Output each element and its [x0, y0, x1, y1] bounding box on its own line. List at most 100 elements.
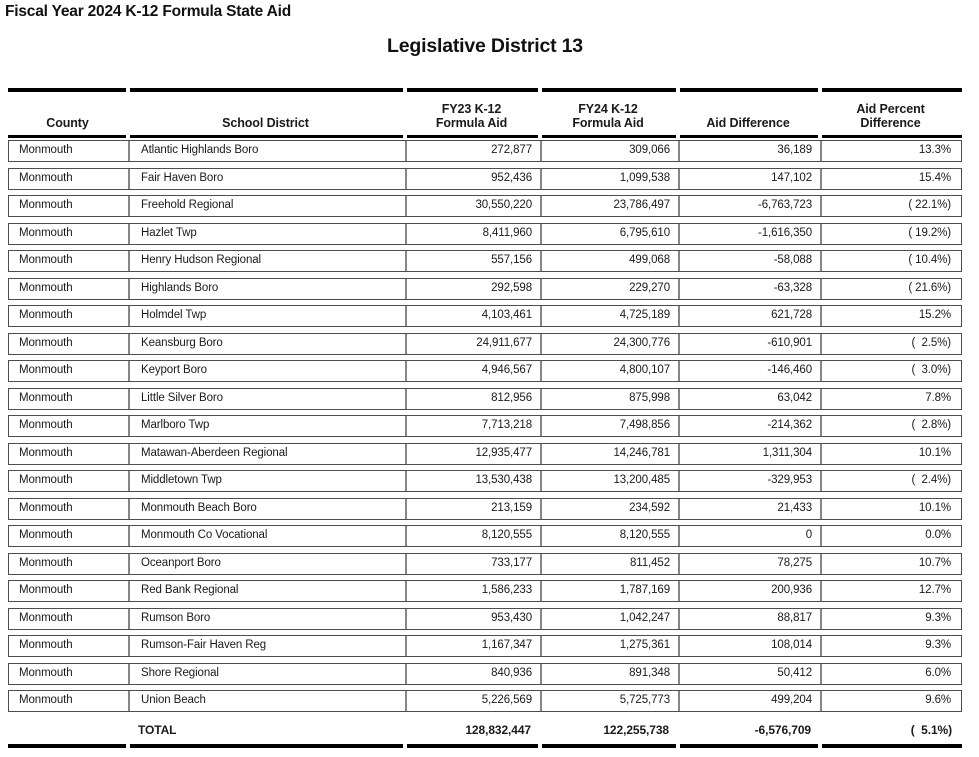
fy23-aid-cell: 733,177 — [405, 553, 540, 574]
fy23-aid-cell: 213,159 — [405, 498, 540, 519]
table-row: Monmouth Highlands Boro 292,598 229,270 -63,… — [8, 277, 962, 300]
state-aid-table: County School District FY23 K-12 Formula… — [8, 88, 962, 748]
aid-percent-cell: 13.3% — [820, 141, 961, 161]
aid-percent-cell: ( 19.2%) — [820, 223, 961, 244]
aid-difference-cell: -329,953 — [678, 471, 820, 491]
district-cell: Marlboro Twp — [128, 416, 405, 436]
aid-difference-cell: 147,102 — [678, 168, 820, 189]
aid-difference-cell: 499,204 — [678, 691, 820, 711]
table-row: Monmouth Rumson Boro 953,430 1,042,247 88,81… — [8, 607, 962, 630]
fy24-aid-cell: 891,348 — [540, 663, 678, 684]
header-county: County — [46, 115, 89, 130]
fy23-aid-cell: 12,935,477 — [405, 443, 540, 464]
table-row: Monmouth Middletown Twp 13,530,438 13,200,4… — [8, 470, 962, 492]
fy24-aid-cell: 8,120,555 — [540, 526, 678, 546]
fy24-aid-cell: 1,787,169 — [540, 581, 678, 601]
fy24-aid-cell: 499,068 — [540, 251, 678, 271]
county-cell: Monmouth — [19, 584, 73, 596]
county-cell: Monmouth — [19, 529, 73, 541]
aid-difference-cell: -63,328 — [678, 278, 820, 299]
fy23-aid-cell: 5,226,569 — [405, 691, 540, 711]
fy24-aid-cell: 234,592 — [540, 498, 678, 519]
fy24-aid-cell: 7,498,856 — [540, 416, 678, 436]
county-cell: Monmouth — [19, 336, 73, 349]
aid-difference-cell: 108,014 — [678, 636, 820, 656]
table-row: Monmouth Fair Haven Boro 952,436 1,099,538 1… — [8, 167, 962, 190]
fy23-aid-cell: 8,411,960 — [405, 223, 540, 244]
aid-difference-cell: -6,763,723 — [678, 196, 820, 216]
aid-difference-cell: 21,433 — [678, 498, 820, 519]
aid-difference-cell: 200,936 — [678, 581, 820, 601]
district-cell: Monmouth Co Vocational — [128, 526, 405, 546]
district-cell: Atlantic Highlands Boro — [128, 141, 405, 161]
district-title: Legislative District 13 — [387, 35, 583, 57]
fy23-aid-cell: 8,120,555 — [405, 526, 540, 546]
county-cell: Monmouth — [19, 309, 73, 321]
aid-percent-cell: 6.0% — [820, 663, 961, 684]
table-row: Monmouth Freehold Regional 30,550,220 23,78… — [8, 195, 962, 217]
county-cell: Monmouth — [19, 254, 73, 266]
county-cell: Monmouth — [19, 226, 73, 239]
county-cell: Monmouth — [19, 666, 73, 679]
fy24-aid-cell: 6,795,610 — [540, 223, 678, 244]
total-fy23-aid-cell: 128,832,447 — [465, 722, 531, 737]
district-cell: Oceanport Boro — [128, 553, 405, 574]
aid-difference-cell: 78,275 — [678, 553, 820, 574]
fy23-aid-cell: 13,530,438 — [405, 471, 540, 491]
county-cell: Monmouth — [19, 556, 73, 569]
header-bottom-rule — [8, 135, 962, 138]
table-body: Monmouth Atlantic Highlands Boro 272,877 30… — [8, 140, 962, 712]
header-fy23-formula-aid: FY23 K-12 Formula Aid — [435, 102, 508, 130]
district-cell: Middletown Twp — [128, 471, 405, 491]
aid-percent-cell: 9.6% — [820, 691, 961, 711]
table-header-row: County School District FY23 K-12 Formula… — [8, 92, 962, 135]
table-row: Monmouth Matawan-Aberdeen Regional 12,935,… — [8, 442, 962, 465]
aid-percent-cell: ( 2.4%) — [820, 471, 961, 491]
county-cell: Monmouth — [19, 611, 73, 624]
aid-percent-cell: ( 10.4%) — [820, 251, 961, 271]
aid-difference-cell: -214,362 — [678, 416, 820, 436]
aid-percent-cell: 10.1% — [820, 498, 961, 519]
aid-difference-cell: 88,817 — [678, 608, 820, 629]
table-row: Monmouth Keansburg Boro 24,911,677 24,300,7… — [8, 332, 962, 355]
county-cell: Monmouth — [19, 199, 73, 211]
fy24-aid-cell: 1,099,538 — [540, 168, 678, 189]
fy24-aid-cell: 1,042,247 — [540, 608, 678, 629]
aid-percent-cell: 12.7% — [820, 581, 961, 601]
aid-percent-cell: 9.3% — [820, 608, 961, 629]
aid-difference-cell: 36,189 — [678, 141, 820, 161]
aid-difference-cell: 1,311,304 — [678, 443, 820, 464]
table-top-rule — [8, 88, 962, 92]
total-label: TOTAL — [138, 722, 177, 737]
district-cell: Little Silver Boro — [128, 388, 405, 409]
county-cell: Monmouth — [19, 391, 73, 404]
fy24-aid-cell: 4,800,107 — [540, 361, 678, 381]
fy23-aid-cell: 953,430 — [405, 608, 540, 629]
aid-difference-cell: 0 — [678, 526, 820, 546]
district-cell: Fair Haven Boro — [128, 168, 405, 189]
district-cell: Union Beach — [128, 691, 405, 711]
county-cell: Monmouth — [19, 639, 73, 651]
fy23-aid-cell: 4,946,567 — [405, 361, 540, 381]
fy24-aid-cell: 13,200,485 — [540, 471, 678, 491]
district-cell: Highlands Boro — [128, 278, 405, 299]
aid-percent-cell: 9.3% — [820, 636, 961, 656]
aid-percent-cell: ( 2.8%) — [820, 416, 961, 436]
county-cell: Monmouth — [19, 501, 73, 514]
fy23-aid-cell: 557,156 — [405, 251, 540, 271]
fy23-aid-cell: 1,167,347 — [405, 636, 540, 656]
table-row: Monmouth Red Bank Regional 1,586,233 1,787,… — [8, 580, 962, 602]
county-cell: Monmouth — [19, 694, 73, 706]
fy24-aid-cell: 229,270 — [540, 278, 678, 299]
district-cell: Matawan-Aberdeen Regional — [128, 443, 405, 464]
aid-difference-cell: -610,901 — [678, 333, 820, 354]
aid-percent-cell: ( 2.5%) — [820, 333, 961, 354]
aid-percent-cell: 10.7% — [820, 553, 961, 574]
fy24-aid-cell: 23,786,497 — [540, 196, 678, 216]
aid-percent-cell: ( 3.0%) — [820, 361, 961, 381]
aid-percent-cell: 10.1% — [820, 443, 961, 464]
district-cell: Keyport Boro — [128, 361, 405, 381]
district-cell: Henry Hudson Regional — [128, 251, 405, 271]
fy23-aid-cell: 292,598 — [405, 278, 540, 299]
table-row: Monmouth Keyport Boro 4,946,567 4,800,107 -1… — [8, 360, 962, 382]
